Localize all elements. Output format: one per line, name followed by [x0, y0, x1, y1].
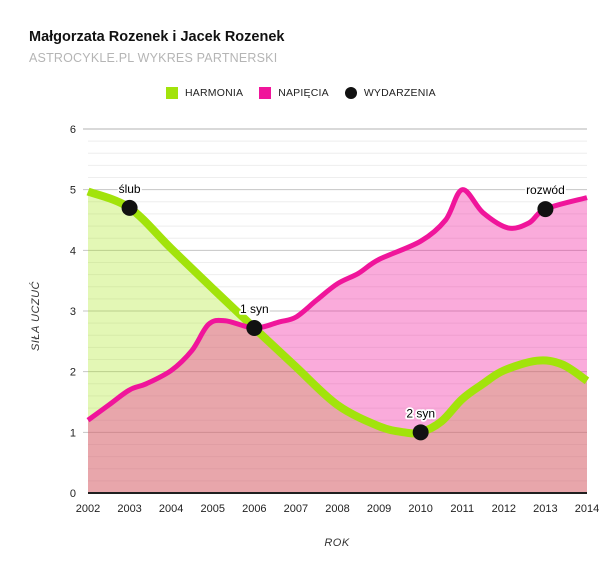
svg-text:2003: 2003: [117, 503, 141, 515]
svg-text:2012: 2012: [492, 503, 516, 515]
legend-item-wydarzenia: WYDARZENIA: [344, 87, 436, 99]
svg-text:rozwód: rozwód: [526, 183, 565, 197]
chart-title: Małgorzata Rozenek i Jacek Rozenek: [29, 29, 285, 45]
svg-text:ślub: ślub: [119, 182, 141, 196]
svg-text:2013: 2013: [533, 503, 557, 515]
wydarzenia-swatch-icon: [344, 87, 357, 99]
series-lines: [86, 187, 590, 438]
svg-text:2004: 2004: [159, 503, 183, 515]
event-markers: ślub 1 syn 2 syn rozwód: [117, 180, 567, 441]
svg-text:4: 4: [70, 245, 76, 257]
svg-text:2011: 2011: [450, 503, 474, 515]
svg-text:1 syn: 1 syn: [240, 302, 269, 316]
x-axis-title: ROK: [324, 537, 350, 549]
legend: HARMONIA NAPIĘCIA WYDARZENIA: [166, 87, 436, 99]
svg-text:2: 2: [70, 367, 76, 379]
svg-text:2002: 2002: [76, 503, 100, 515]
legend-label-wydarzenia: WYDARZENIA: [363, 87, 436, 99]
svg-text:2010: 2010: [408, 503, 432, 515]
legend-label-napiecia: NAPIĘCIA: [278, 87, 329, 99]
legend-label-harmonia: HARMONIA: [185, 87, 244, 99]
svg-text:2006: 2006: [242, 503, 266, 515]
y-axis-title: SIŁA UCZUĆ: [30, 281, 42, 351]
svg-text:0: 0: [70, 488, 76, 500]
legend-item-harmonia: HARMONIA: [166, 87, 243, 99]
harmonia-swatch-icon: [166, 87, 178, 99]
svg-text:2008: 2008: [325, 503, 349, 515]
svg-text:3: 3: [70, 306, 76, 318]
chart-subtitle: ASTROCYKLE.PL WYKRES PARTNERSKI: [29, 51, 278, 65]
series-areas: [88, 189, 587, 493]
svg-text:2007: 2007: [284, 503, 308, 515]
svg-text:6: 6: [70, 124, 76, 136]
svg-text:5: 5: [70, 185, 76, 197]
svg-text:2 syn: 2 syn: [406, 406, 435, 420]
legend-item-napiecia: NAPIĘCIA: [259, 87, 329, 99]
gridlines: [83, 128, 587, 482]
svg-text:2009: 2009: [367, 503, 391, 515]
svg-text:2005: 2005: [201, 503, 225, 515]
x-tick-labels: 2002 2003 2004 2005 2006 2007 2008 2009 2010 2011…: [76, 503, 599, 515]
svg-text:2014: 2014: [575, 503, 599, 515]
y-tick-labels: 0 1 2 3 4 5 6: [70, 124, 76, 500]
napiecia-swatch-icon: [259, 87, 272, 99]
svg-text:1: 1: [70, 427, 76, 439]
